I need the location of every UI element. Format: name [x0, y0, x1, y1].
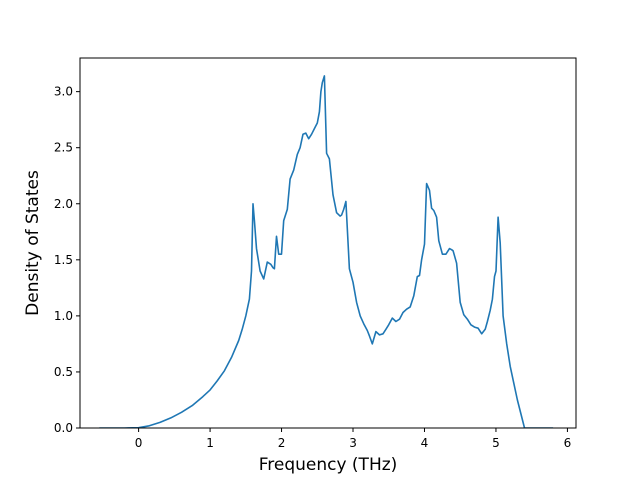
y-tick-label: 2.5: [54, 141, 73, 155]
y-tick-label: 1.5: [54, 253, 73, 267]
x-tick-label: 2: [278, 436, 286, 450]
y-tick-label: 2.0: [54, 197, 73, 211]
y-tick-label: 0.0: [54, 421, 73, 435]
ticks: 0 1 2 3 4 5 6 0.0 0.5 1.0 1.5 2.0 2.5 3.0: [54, 85, 571, 450]
y-axis-label: Density of States: [23, 170, 43, 316]
axes-frame: [79, 57, 577, 429]
x-tick-label: 5: [492, 436, 500, 450]
y-tick-label: 0.5: [54, 365, 73, 379]
dos-line: [99, 75, 554, 428]
x-tick-label: 4: [421, 436, 429, 450]
x-tick-label: 1: [206, 436, 214, 450]
y-tick-label: 3.0: [54, 85, 73, 99]
x-tick-label: 3: [349, 436, 357, 450]
y-tick-label: 1.0: [54, 309, 73, 323]
x-tick-label: 6: [564, 436, 572, 450]
plot-area: [99, 75, 554, 428]
x-tick-label: 0: [135, 436, 143, 450]
x-axis-label: Frequency (THz): [259, 455, 398, 475]
